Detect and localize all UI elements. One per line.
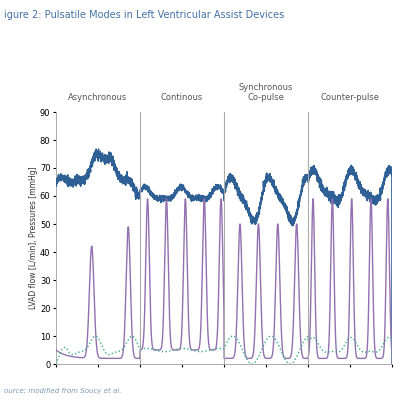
- Text: Synchronous
Co-pulse: Synchronous Co-pulse: [239, 83, 293, 102]
- Text: igure 2: Pulsatile Modes in Left Ventricular Assist Devices: igure 2: Pulsatile Modes in Left Ventric…: [4, 10, 284, 20]
- Text: Continous: Continous: [161, 93, 203, 102]
- Text: ource: modified from Soucy et al.: ource: modified from Soucy et al.: [4, 388, 122, 394]
- Text: Asynchronous: Asynchronous: [68, 93, 128, 102]
- Y-axis label: LVAD flow [L/min], Pressures [mmHg]: LVAD flow [L/min], Pressures [mmHg]: [30, 167, 38, 309]
- Text: Counter-pulse: Counter-pulse: [320, 93, 380, 102]
